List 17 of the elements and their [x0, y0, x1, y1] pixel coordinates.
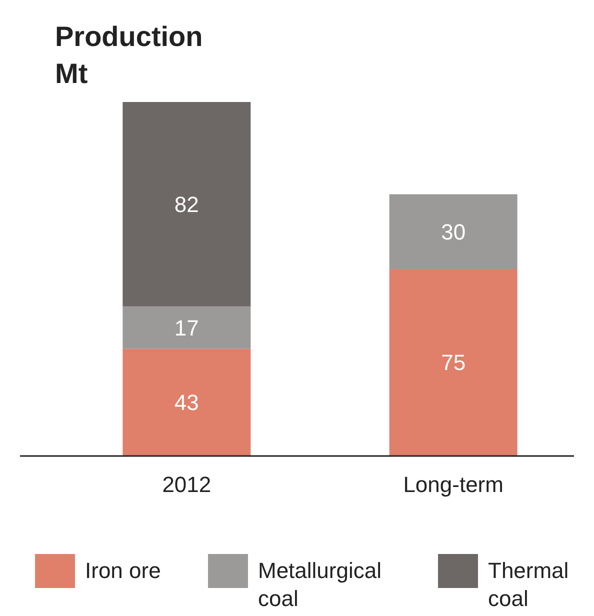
legend-label: Metallurgical coal	[258, 558, 382, 611]
data-label: 43	[174, 390, 199, 416]
bar	[122, 102, 251, 306]
data-label: 82	[174, 192, 199, 217]
bar	[122, 348, 251, 456]
data-label: 75	[441, 350, 466, 376]
chart-subtitle: Mt	[55, 58, 88, 89]
data-label: 17	[174, 315, 199, 340]
chart-title: Production	[55, 21, 203, 52]
bar	[122, 306, 251, 349]
legend-label: Iron ore	[85, 558, 161, 583]
bar	[389, 194, 518, 270]
data-label: 30	[441, 219, 466, 244]
x-tick-label: 2012	[162, 472, 212, 497]
bar	[389, 269, 518, 456]
legend-label: Thermal coal	[488, 558, 569, 611]
x-tick-label: Long-term	[403, 472, 504, 497]
